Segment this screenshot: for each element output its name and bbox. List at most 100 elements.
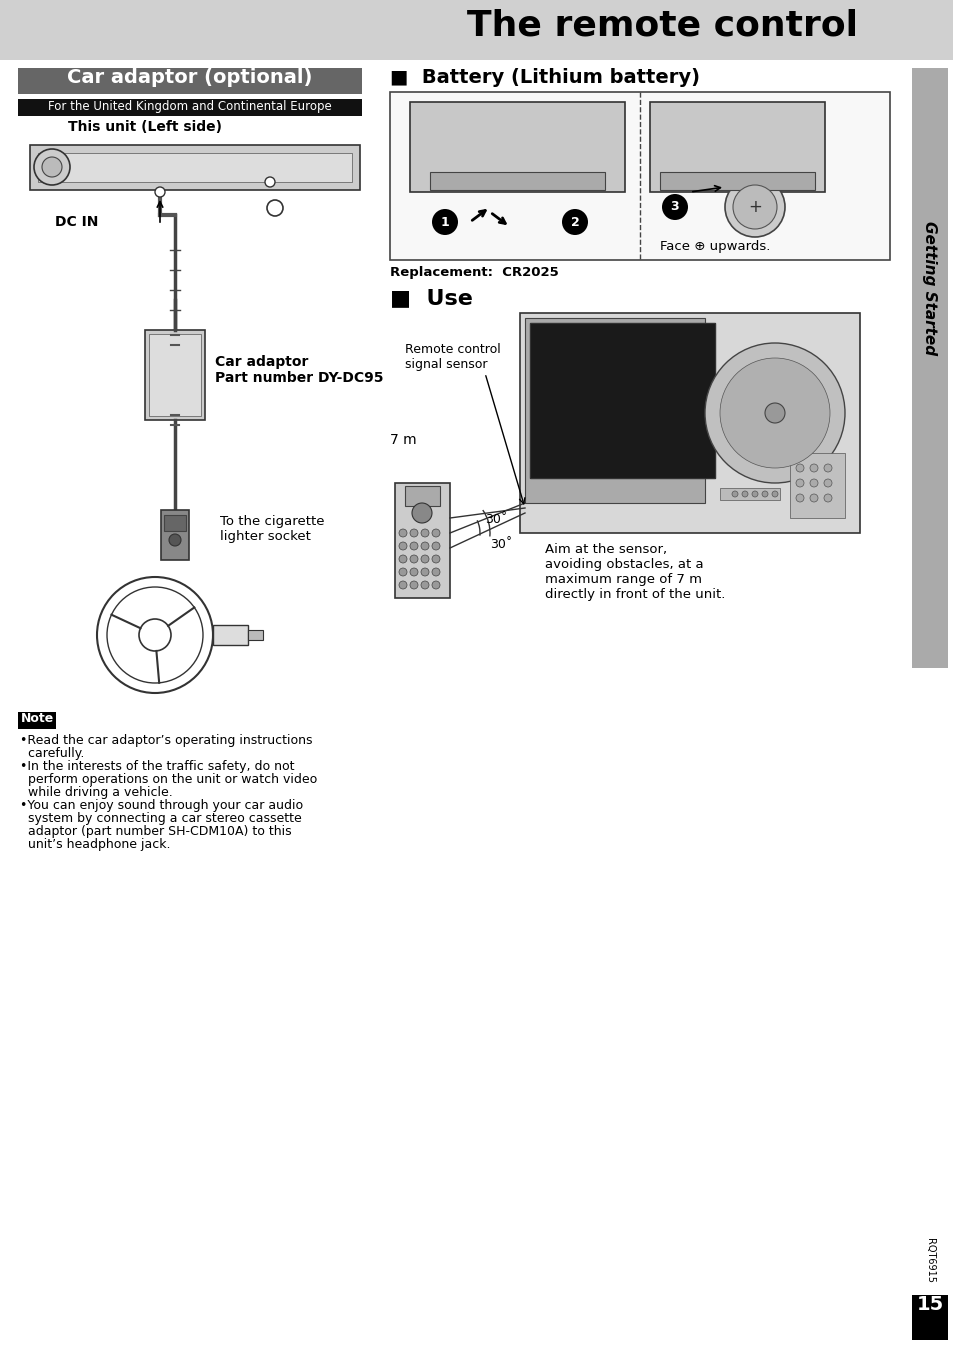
- Circle shape: [704, 344, 844, 483]
- Text: •Read the car adaptor’s operating instructions: •Read the car adaptor’s operating instru…: [20, 735, 313, 747]
- Circle shape: [764, 403, 784, 422]
- Circle shape: [169, 534, 181, 546]
- Circle shape: [795, 464, 803, 473]
- Text: unit’s headphone jack.: unit’s headphone jack.: [20, 838, 171, 851]
- Text: while driving a vehicle.: while driving a vehicle.: [20, 786, 172, 799]
- Circle shape: [751, 492, 758, 497]
- Circle shape: [410, 542, 417, 550]
- Bar: [213, 625, 248, 645]
- Circle shape: [432, 555, 439, 564]
- Circle shape: [420, 555, 429, 564]
- Text: 3: 3: [670, 201, 679, 213]
- Text: To the cigarette
lighter socket: To the cigarette lighter socket: [220, 515, 324, 543]
- Circle shape: [720, 359, 829, 469]
- Circle shape: [761, 492, 767, 497]
- Text: Car adaptor
Part number DY-DC95: Car adaptor Part number DY-DC95: [214, 354, 383, 386]
- Circle shape: [432, 542, 439, 550]
- Text: 7 m: 7 m: [390, 433, 416, 447]
- Bar: [0, 0, 953, 60]
- Circle shape: [661, 194, 687, 220]
- Circle shape: [410, 530, 417, 536]
- Circle shape: [823, 464, 831, 473]
- Circle shape: [432, 530, 439, 536]
- Circle shape: [823, 494, 831, 502]
- Bar: [145, 330, 205, 420]
- Bar: [18, 99, 361, 115]
- Bar: [789, 454, 844, 517]
- Text: DC IN: DC IN: [55, 215, 98, 230]
- Circle shape: [154, 187, 165, 197]
- Bar: [530, 323, 714, 478]
- Text: •In the interests of the traffic safety, do not: •In the interests of the traffic safety,…: [20, 760, 294, 773]
- Circle shape: [420, 530, 429, 536]
- Circle shape: [265, 177, 274, 187]
- Circle shape: [420, 568, 429, 576]
- Circle shape: [795, 494, 803, 502]
- Text: The remote control: The remote control: [467, 8, 858, 42]
- Text: This unit (Left side): This unit (Left side): [68, 120, 222, 134]
- Circle shape: [561, 209, 587, 235]
- Bar: [18, 712, 56, 729]
- Circle shape: [398, 568, 407, 576]
- Bar: [149, 334, 201, 416]
- Text: 1: 1: [440, 216, 449, 228]
- Bar: [430, 172, 604, 190]
- Text: Getting Started: Getting Started: [922, 221, 937, 354]
- Circle shape: [42, 158, 62, 177]
- Bar: [720, 488, 780, 500]
- Text: For the United Kingdom and Continental Europe: For the United Kingdom and Continental E…: [48, 100, 332, 113]
- Bar: [911, 68, 947, 668]
- Circle shape: [432, 209, 457, 235]
- Circle shape: [410, 568, 417, 576]
- Circle shape: [420, 542, 429, 550]
- Circle shape: [412, 502, 432, 523]
- Bar: [18, 68, 361, 94]
- Text: system by connecting a car stereo cassette: system by connecting a car stereo casset…: [20, 812, 301, 826]
- Bar: [911, 1296, 947, 1340]
- Bar: [659, 172, 814, 190]
- Circle shape: [139, 619, 171, 650]
- Text: Face ⊕ upwards.: Face ⊕ upwards.: [659, 240, 770, 253]
- Text: 30˚: 30˚: [490, 538, 512, 551]
- Text: ■  Use: ■ Use: [390, 288, 473, 308]
- Bar: [390, 92, 889, 259]
- Text: Car adaptor (optional): Car adaptor (optional): [68, 68, 313, 87]
- Bar: [519, 312, 859, 532]
- Text: Replacement:  CR2025: Replacement: CR2025: [390, 266, 558, 278]
- Circle shape: [410, 581, 417, 589]
- Circle shape: [97, 577, 213, 693]
- Bar: [38, 153, 352, 182]
- Bar: [530, 323, 714, 478]
- Circle shape: [398, 555, 407, 564]
- Circle shape: [420, 581, 429, 589]
- Circle shape: [432, 581, 439, 589]
- Bar: [395, 483, 450, 598]
- Text: Remote control
signal sensor: Remote control signal sensor: [405, 344, 500, 371]
- Bar: [524, 318, 704, 502]
- Circle shape: [809, 464, 817, 473]
- Text: 15: 15: [916, 1296, 943, 1315]
- Circle shape: [809, 494, 817, 502]
- Circle shape: [741, 492, 747, 497]
- Circle shape: [795, 479, 803, 488]
- Text: +: +: [747, 198, 761, 216]
- Text: Note: Note: [20, 712, 53, 725]
- Text: ■  Battery (Lithium battery): ■ Battery (Lithium battery): [390, 68, 700, 87]
- Text: Aim at the sensor,
avoiding obstacles, at a
maximum range of 7 m
directly in fro: Aim at the sensor, avoiding obstacles, a…: [544, 543, 724, 602]
- Circle shape: [724, 177, 784, 238]
- Circle shape: [732, 185, 776, 230]
- Circle shape: [809, 479, 817, 488]
- Circle shape: [432, 568, 439, 576]
- Bar: [248, 630, 263, 640]
- Text: 2: 2: [570, 216, 578, 228]
- Text: adaptor (part number SH-CDM10A) to this: adaptor (part number SH-CDM10A) to this: [20, 826, 292, 838]
- Circle shape: [398, 542, 407, 550]
- Circle shape: [398, 530, 407, 536]
- Circle shape: [410, 555, 417, 564]
- Circle shape: [731, 492, 738, 497]
- Bar: [161, 511, 189, 559]
- Circle shape: [34, 149, 70, 185]
- Text: •You can enjoy sound through your car audio: •You can enjoy sound through your car au…: [20, 799, 303, 812]
- Circle shape: [771, 492, 778, 497]
- Bar: [649, 102, 824, 191]
